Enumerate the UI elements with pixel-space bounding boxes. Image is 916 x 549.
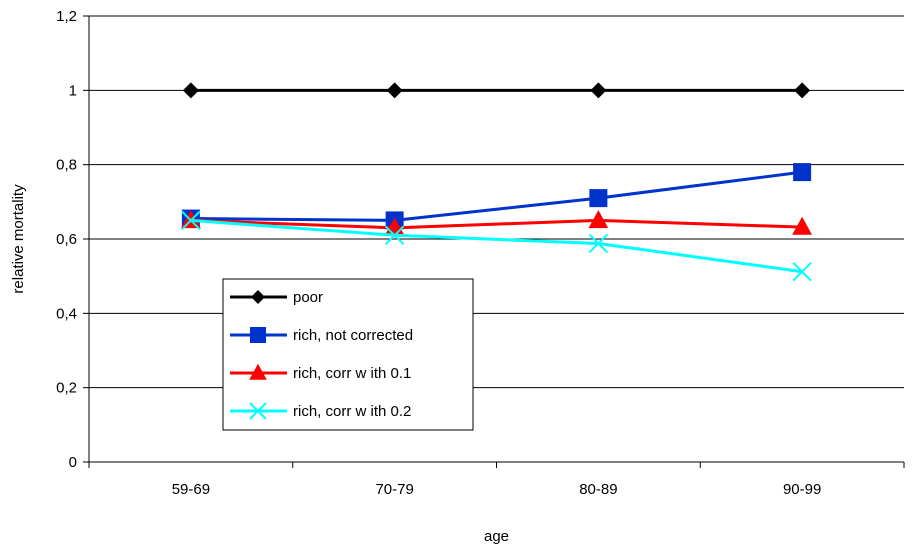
data-point-square	[793, 163, 812, 182]
y-axis-title: relative mortality	[10, 184, 27, 294]
series-1	[181, 163, 812, 230]
data-point-diamond	[386, 82, 403, 99]
x-tick-label: 70-79	[375, 481, 413, 498]
grid	[89, 15, 904, 389]
data-point-triangle	[792, 216, 813, 235]
x-stroke	[181, 210, 201, 231]
x-stroke	[792, 261, 812, 282]
data-point-x	[384, 225, 405, 245]
series	[180, 82, 813, 282]
series-2	[180, 210, 813, 236]
x-stroke	[384, 225, 405, 245]
x-stroke	[588, 233, 609, 254]
data-point-x	[588, 233, 609, 254]
y-tick-label: 0,2	[56, 380, 77, 397]
data-point-diamond	[251, 290, 265, 304]
x-axis-title: age	[484, 528, 509, 545]
legend-item: rich, corr w ith 0.2	[230, 402, 411, 420]
y-tick-label: 1	[69, 82, 77, 99]
data-point-triangle	[588, 210, 609, 229]
legend-label: poor	[293, 289, 323, 306]
series-3	[181, 210, 812, 282]
legend-label: rich, not corrected	[293, 327, 413, 344]
x-stroke	[249, 402, 267, 420]
y-tick-label: 0,8	[56, 157, 77, 174]
legend-item: rich, corr w ith 0.1	[230, 363, 411, 382]
legend-item: rich, not corrected	[230, 327, 413, 344]
data-point-x	[249, 402, 267, 420]
data-point-diamond	[182, 82, 199, 99]
data-point-x	[792, 261, 812, 282]
tick-labels: 0 0,2 0,4 0,6 0,8 1 1,2 59-69 70-79 80-89 90-99	[56, 8, 821, 498]
x-tick-label: 90-99	[783, 481, 821, 498]
legend-item: poor	[230, 289, 323, 306]
series-0	[182, 82, 811, 99]
data-point-x	[181, 210, 201, 231]
x-tick-label: 59-69	[172, 481, 210, 498]
data-point-triangle	[249, 363, 267, 380]
legend: poor rich, not corrected rich, corr w ith …	[222, 278, 474, 431]
series-line	[190, 218, 803, 230]
legend-label: rich, corr w ith 0.1	[293, 365, 411, 382]
series-line	[190, 218, 803, 274]
y-tick-label: 1,2	[56, 8, 77, 25]
data-point-diamond	[590, 82, 607, 99]
y-tick-label: 0,6	[56, 231, 77, 248]
axes	[83, 15, 905, 468]
series-line	[190, 170, 803, 222]
x-tick-label: 80-89	[579, 481, 617, 498]
y-tick-label: 0	[69, 454, 77, 471]
data-point-diamond	[794, 82, 811, 99]
data-point-square	[250, 327, 266, 343]
y-tick-label: 0,4	[56, 305, 77, 322]
data-point-square	[589, 189, 608, 208]
legend-label: rich, corr w ith 0.2	[293, 403, 411, 420]
